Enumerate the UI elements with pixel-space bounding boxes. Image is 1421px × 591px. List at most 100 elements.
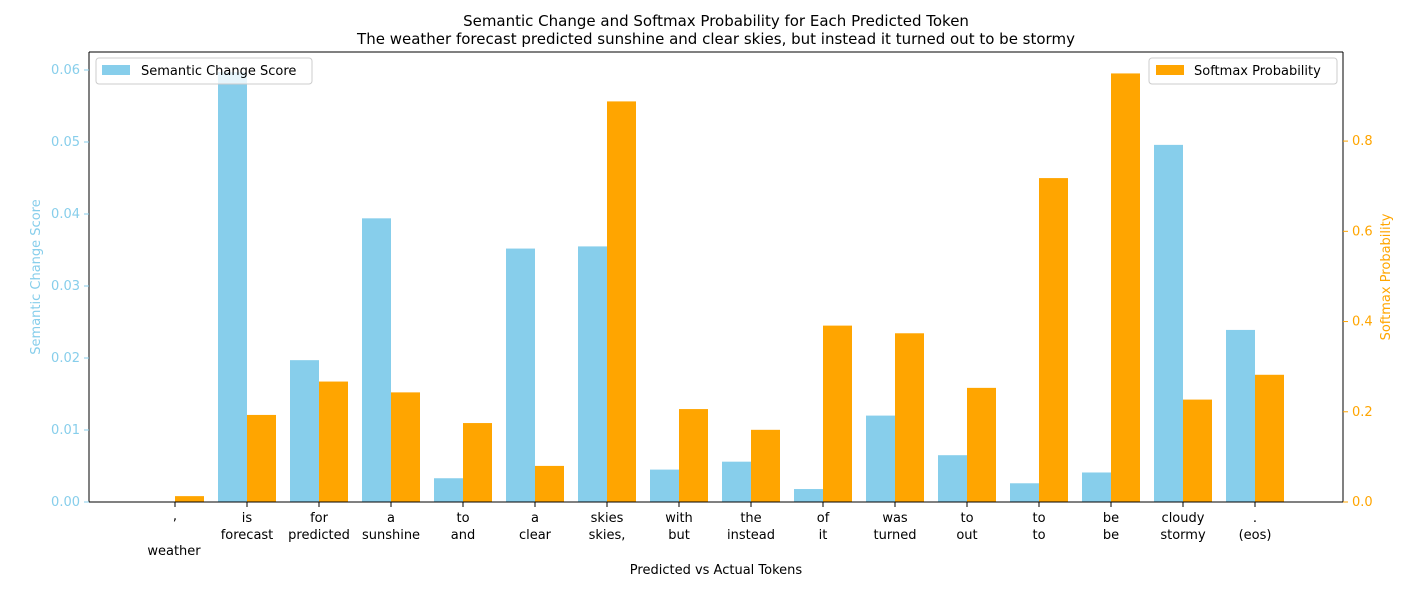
chart-subtitle: The weather forecast predicted sunshine … <box>356 30 1075 48</box>
y-right-tick-label: 0.0 <box>1352 495 1373 510</box>
x-tick-label-predicted: the <box>740 511 761 526</box>
y-right-tick-label: 0.2 <box>1352 405 1373 420</box>
bar-semantic-change <box>506 248 535 502</box>
bar-softmax-probability <box>967 387 996 502</box>
y-axis-right-label: Softmax Probability <box>1379 213 1394 340</box>
bar-semantic-change <box>218 72 247 502</box>
bar-softmax-probability <box>247 414 276 502</box>
x-tick-label-predicted: . <box>1253 511 1257 526</box>
x-tick-label: for predicted <box>288 511 350 543</box>
x-tick-label-actual: turned <box>874 528 917 543</box>
bar-softmax-probability <box>1039 178 1068 503</box>
bar-softmax-probability <box>607 101 636 502</box>
x-tick-label-actual: weather <box>147 544 201 559</box>
legend-left-label: Semantic Change Score <box>141 64 296 79</box>
x-tick-label-actual: instead <box>727 528 775 543</box>
bar-semantic-change <box>578 246 607 502</box>
bar-softmax-probability <box>391 392 420 502</box>
bar-semantic-change <box>650 469 679 502</box>
bar-softmax-probability <box>823 325 852 502</box>
legend-left-swatch <box>102 65 130 75</box>
x-tick-label-predicted: be <box>1103 511 1119 526</box>
x-tick-label: be be <box>1103 511 1119 543</box>
x-tick-label-predicted: a <box>387 511 395 526</box>
bar-semantic-change <box>1082 472 1111 502</box>
x-tick-label-predicted: for <box>310 511 329 526</box>
x-tick-label: . (eos) <box>1239 511 1272 543</box>
x-tick-label: is forecast <box>221 511 274 543</box>
bar-semantic-change <box>866 415 895 502</box>
x-tick-label-actual: it <box>819 528 828 543</box>
x-tick-label: skies skies, <box>589 511 626 543</box>
chart-title: Semantic Change and Softmax Probability … <box>463 12 969 30</box>
x-tick-label-actual: and <box>451 528 475 543</box>
x-tick-label-actual: (eos) <box>1239 528 1272 543</box>
bar-softmax-probability <box>1183 399 1212 502</box>
bar-softmax-probability <box>175 496 204 502</box>
bar-softmax-probability <box>1111 73 1140 502</box>
legend-left-frame <box>95 57 313 85</box>
y-right-tick-label: 0.4 <box>1352 315 1373 330</box>
x-tick-label-actual: clear <box>519 528 552 543</box>
y-left-tick-label: 0.05 <box>51 135 80 150</box>
x-tick-label-actual: be <box>1103 528 1119 543</box>
x-tick-label-predicted: a <box>531 511 539 526</box>
x-tick-label: to out <box>956 511 977 543</box>
bar-softmax-probability <box>895 333 924 502</box>
x-tick-label-actual: out <box>956 528 977 543</box>
y-axis-left-label: Semantic Change Score <box>29 199 44 354</box>
bar-semantic-change <box>362 218 391 502</box>
ticks-layer: 0.00 0.01 0.02 0.03 0.04 0.05 0.06 0.0 0.2 0.4 0.6… <box>51 63 1373 559</box>
x-tick-label: cloudy stormy <box>1160 511 1206 543</box>
bar-semantic-change <box>794 489 823 502</box>
bars-layer <box>175 72 1284 503</box>
y-left-tick-label: 0.04 <box>51 207 80 222</box>
y-left-tick-label: 0.06 <box>51 63 80 78</box>
x-tick-label-predicted: skies <box>591 511 624 526</box>
x-tick-label-actual: sunshine <box>362 528 420 543</box>
x-tick-label: to to <box>1032 511 1045 543</box>
x-tick-label: with but <box>665 511 693 543</box>
bar-semantic-change <box>722 461 751 502</box>
x-tick-label-predicted: with <box>665 511 693 526</box>
bar-semantic-change <box>1010 483 1039 502</box>
x-axis-label: Predicted vs Actual Tokens <box>630 563 803 578</box>
x-tick-label-actual: stormy <box>1160 528 1206 543</box>
x-tick-label: of it <box>817 511 830 543</box>
y-left-tick-label: 0.02 <box>51 351 80 366</box>
bar-semantic-change <box>938 455 967 502</box>
bar-softmax-probability <box>319 381 348 502</box>
axes-layer <box>88 51 1344 503</box>
legend-right: Softmax Probability <box>1148 57 1338 85</box>
bar-semantic-change <box>290 360 319 502</box>
x-tick-label-predicted: to <box>1032 511 1045 526</box>
bar-softmax-probability <box>463 423 492 502</box>
legend-right-frame <box>1148 57 1338 85</box>
x-tick-label-actual: predicted <box>288 528 350 543</box>
bar-softmax-probability <box>751 429 780 502</box>
legend-right-swatch <box>1156 65 1184 75</box>
bar-softmax-probability <box>679 409 708 502</box>
x-tick-label-actual: skies, <box>589 528 626 543</box>
bar-semantic-change <box>1226 329 1255 502</box>
x-tick-label: the instead <box>727 511 775 543</box>
y-right-tick-label: 0.6 <box>1352 224 1373 239</box>
x-tick-label: a clear <box>519 511 552 543</box>
bar-softmax-probability <box>1255 374 1284 502</box>
y-right-tick-label: 0.8 <box>1352 134 1373 149</box>
bar-semantic-change <box>1154 144 1183 502</box>
x-tick-label-actual: forecast <box>221 528 274 543</box>
x-tick-label-actual: but <box>668 528 690 543</box>
y-left-tick-label: 0.00 <box>51 495 80 510</box>
y-left-tick-label: 0.03 <box>51 279 80 294</box>
x-tick-label: a sunshine <box>362 511 420 543</box>
x-tick-label-predicted: to <box>960 511 973 526</box>
x-tick-label: , weather <box>147 509 201 559</box>
bar-softmax-probability <box>535 465 564 502</box>
legend-right-label: Softmax Probability <box>1194 64 1321 79</box>
x-tick-label-predicted: of <box>817 511 830 526</box>
bar-semantic-change <box>434 478 463 502</box>
x-tick-label: to and <box>451 511 475 543</box>
x-tick-label-predicted: to <box>456 511 469 526</box>
